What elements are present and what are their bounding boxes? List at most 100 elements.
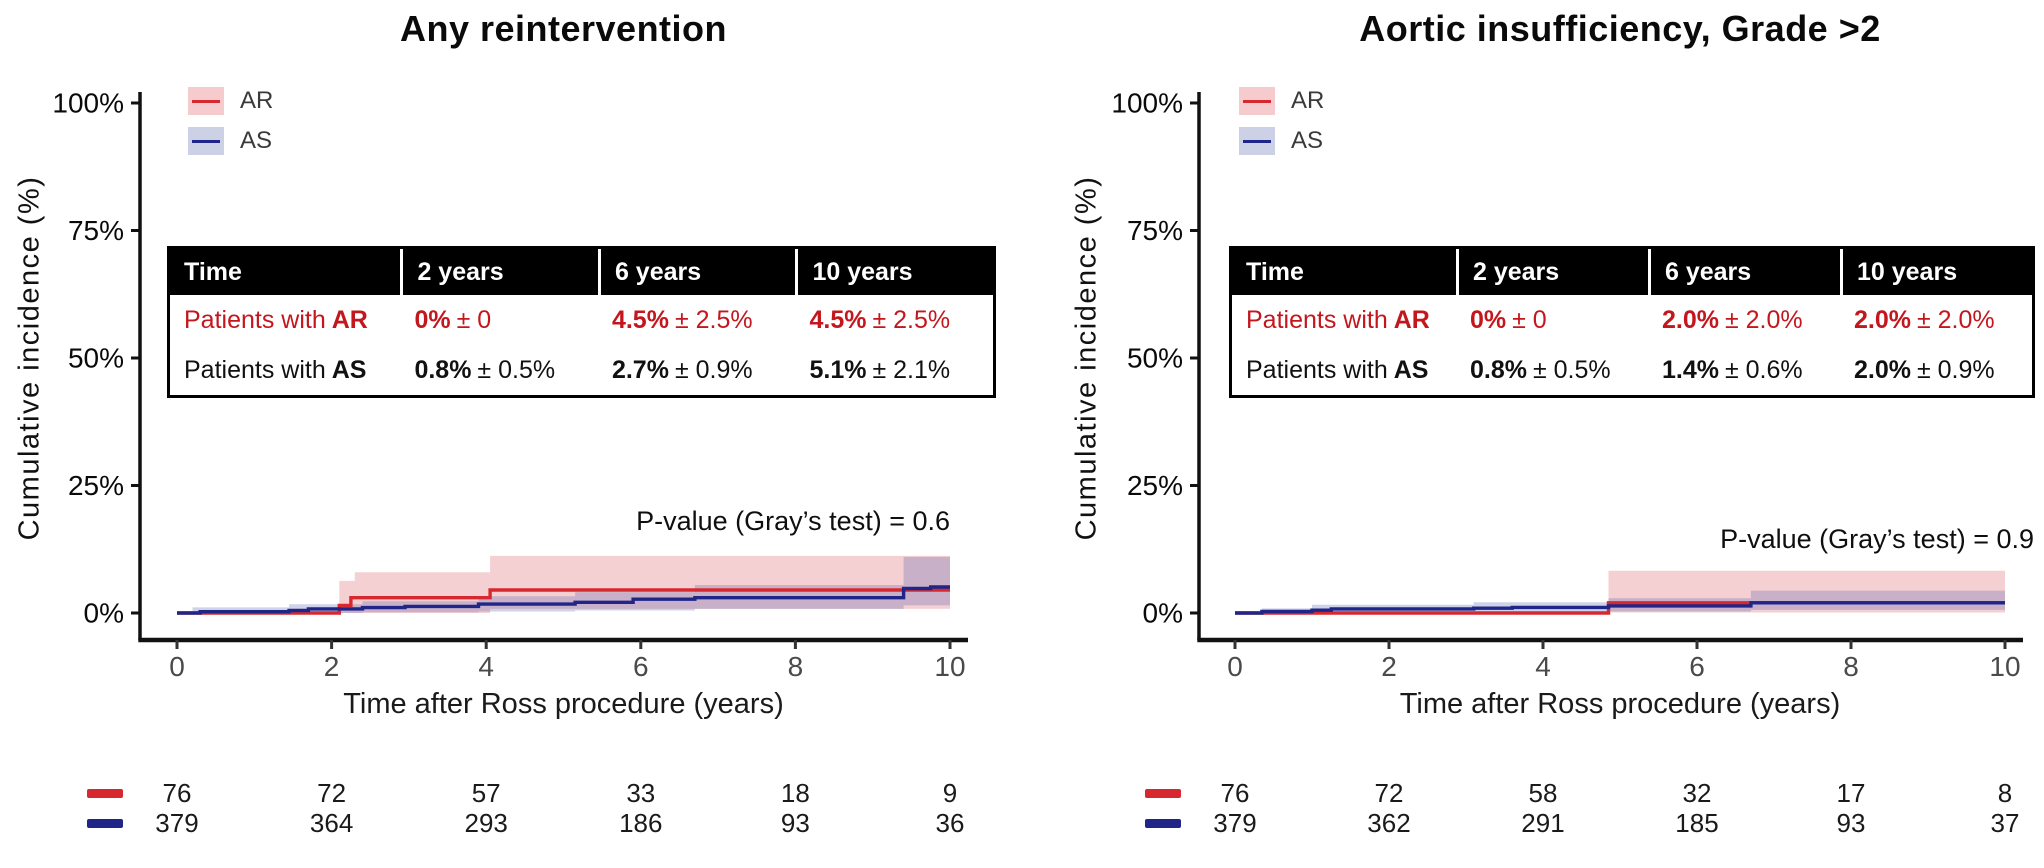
estimate-cell: 4.5% ± 2.5% — [597, 295, 796, 345]
risk-count: 33 — [626, 778, 656, 808]
risk-count: 185 — [1675, 808, 1719, 838]
risk-count: 293 — [464, 808, 508, 838]
x-tick-label: 8 — [1843, 651, 1859, 682]
estimate-value: 2.0% — [1662, 305, 1719, 334]
numbers-at-risk-as: 379 362 291 185 93 37 — [1213, 808, 2019, 838]
y-axis-label: Cumulative incidence (%) — [13, 175, 46, 541]
estimate-error: ± 0.5% — [1532, 355, 1611, 384]
x-tick-label: 0 — [1227, 651, 1243, 682]
risk-count: 58 — [1528, 778, 1558, 808]
row-label-group: AR — [331, 305, 368, 334]
column-header: 2 years — [1456, 249, 1648, 295]
cumulative-incidence-chart: 0% 25% 50% 75% 100% 0 2 4 6 8 10 — [1111, 88, 2023, 682]
as-risk-marker — [1145, 819, 1181, 828]
row-label: Patients with AS — [1232, 345, 1456, 395]
estimates-table: Time 2 years 6 years 10 years Patients w… — [1229, 246, 2035, 398]
as-legend-swatch — [1239, 127, 1275, 155]
ar-risk-marker — [1145, 789, 1181, 798]
estimate-cell: 0.8% ± 0.5% — [400, 345, 598, 395]
row-label-group: AR — [1393, 305, 1430, 334]
risk-count: 18 — [780, 778, 810, 808]
table-row-as: Patients with AS 0.8% ± 0.5% 1.4% ± 0.6%… — [1232, 345, 2032, 395]
row-label-prefix: Patients with — [1246, 305, 1388, 334]
row-label-group: AS — [1393, 355, 1429, 384]
estimate-value: 5.1% — [809, 355, 867, 384]
risk-count: 291 — [1521, 808, 1565, 838]
x-tick-label: 10 — [1989, 651, 2020, 682]
row-label-prefix: Patients with — [1246, 355, 1388, 384]
estimates-table: Time 2 years 6 years 10 years Patients w… — [167, 246, 996, 398]
risk-count: 93 — [780, 808, 810, 838]
estimate-error: ± 0 — [456, 305, 492, 334]
estimate-cell: 4.5% ± 2.5% — [795, 295, 993, 345]
table-row-ar: Patients with AR 0% ± 0 2.0% ± 2.0% 2.0%… — [1232, 295, 2032, 345]
x-tick-label: 0 — [169, 651, 185, 682]
numbers-at-risk-as: 379 364 293 186 93 36 — [155, 808, 964, 838]
ar-legend-swatch — [1239, 87, 1275, 115]
estimate-error: ± 0.6% — [1724, 355, 1803, 384]
legend-item-ar: AR — [1239, 86, 1324, 116]
ar-risk-marker — [87, 789, 123, 798]
estimate-error: ± 2.0% — [1724, 305, 1803, 334]
risk-count: 93 — [1836, 808, 1866, 838]
legend-label: AR — [240, 87, 274, 114]
ar-legend-swatch — [188, 87, 224, 115]
x-tick-label: 8 — [788, 651, 804, 682]
column-header: Time — [1232, 249, 1456, 295]
estimate-error: ± 0.9% — [674, 355, 753, 384]
numbers-at-risk-ar: 76 72 57 33 18 9 — [163, 778, 958, 808]
estimate-error: ± 0.9% — [1916, 355, 1995, 384]
y-tick-label: 100% — [1111, 88, 1183, 119]
ar-curve — [177, 588, 950, 615]
x-tick-label: 2 — [1381, 651, 1397, 682]
row-label: Patients with AR — [1232, 295, 1456, 345]
as-line-icon — [192, 139, 220, 143]
estimate-cell: 0.8% ± 0.5% — [1456, 345, 1648, 395]
legend-item-as: AS — [188, 126, 273, 156]
estimate-value: 4.5% — [809, 305, 867, 334]
risk-count: 364 — [309, 808, 354, 838]
risk-count: 9 — [942, 778, 958, 808]
estimate-cell: 2.0% ± 2.0% — [1840, 295, 2032, 345]
estimate-cell: 5.1% ± 2.1% — [795, 345, 993, 395]
as-legend-swatch — [188, 127, 224, 155]
panel-aortic-insufficiency: 0% 25% 50% 75% 100% 0 2 4 6 8 10 Aortic insufficie… — [1022, 0, 2044, 868]
row-label-prefix: Patients with — [184, 355, 326, 384]
estimate-value: 0.8% — [414, 355, 472, 384]
risk-count: 76 — [1220, 778, 1250, 808]
y-tick-label: 50% — [68, 343, 124, 374]
page-title: Aortic insufficiency, Grade >2 — [1359, 8, 1881, 49]
estimate-value: 2.0% — [1854, 355, 1911, 384]
as-line-icon — [1243, 139, 1271, 143]
legend: AR AS — [1239, 86, 1324, 156]
numbers-at-risk-ar: 76 72 58 32 17 8 — [1221, 778, 2013, 808]
risk-count: 32 — [1682, 778, 1712, 808]
estimates-table-header: Time 2 years 6 years 10 years — [1232, 249, 2032, 295]
estimate-error: ± 0 — [1512, 305, 1547, 334]
estimate-value: 4.5% — [611, 305, 669, 334]
estimate-cell: 2.7% ± 0.9% — [597, 345, 796, 395]
column-header: Time — [170, 249, 401, 295]
legend-label: AR — [1291, 87, 1325, 114]
estimates-table-header: Time 2 years 6 years 10 years — [170, 249, 993, 295]
risk-count: 379 — [155, 808, 199, 838]
legend: AR AS — [188, 86, 273, 156]
y-tick-label: 75% — [68, 215, 124, 246]
x-tick-label: 10 — [934, 651, 965, 682]
y-tick-label: 100% — [52, 88, 124, 119]
risk-count: 17 — [1836, 778, 1866, 808]
table-row-as: Patients with AS 0.8% ± 0.5% 2.7% ± 0.9%… — [170, 345, 993, 395]
y-tick-label: 50% — [1127, 343, 1183, 374]
risk-count: 37 — [1990, 808, 2020, 838]
estimate-error: ± 2.5% — [872, 305, 951, 334]
legend-label: AS — [1291, 127, 1324, 154]
estimate-value: 0% — [414, 305, 451, 334]
as-risk-marker — [87, 819, 123, 828]
estimate-cell: 0% ± 0 — [400, 295, 598, 345]
legend-item-as: AS — [1239, 126, 1324, 156]
row-label: Patients with AS — [170, 345, 401, 395]
risk-count: 186 — [619, 808, 663, 838]
x-axis-label: Time after Ross procedure (years) — [1399, 688, 1841, 720]
y-axis-label: Cumulative incidence (%) — [1070, 175, 1103, 541]
panel-any-reintervention: 0% 25% 50% 75% 100% 0 2 4 6 8 10 Any reinterventio… — [13, 8, 996, 838]
